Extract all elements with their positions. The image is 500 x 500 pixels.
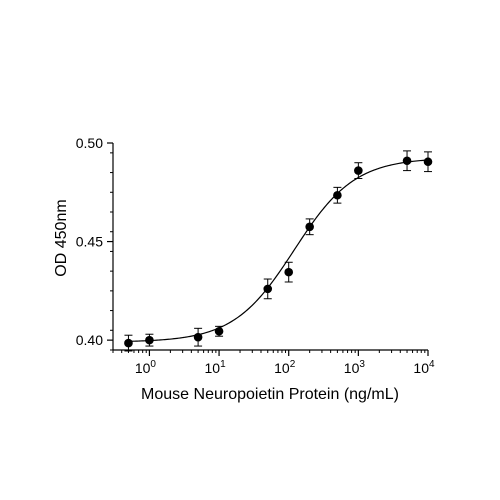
x-tick-label: 100 bbox=[135, 359, 157, 376]
data-point bbox=[423, 151, 433, 173]
data-point bbox=[333, 186, 342, 204]
fit-curve bbox=[128, 159, 429, 342]
point-marker bbox=[263, 284, 273, 294]
y-axis-label: OD 450nm bbox=[53, 199, 70, 276]
y-tick-label: 0.45 bbox=[76, 234, 103, 250]
x-tick-label: 102 bbox=[274, 359, 296, 376]
point-marker bbox=[284, 267, 294, 277]
x-tick-label: 104 bbox=[413, 359, 435, 376]
x-axis-ticks: 100 101 102 103 104 bbox=[112, 350, 435, 376]
data-point bbox=[214, 325, 224, 337]
y-tick-label: 0.40 bbox=[76, 332, 103, 348]
point-marker bbox=[214, 326, 224, 336]
x-tick-label: 103 bbox=[344, 359, 366, 376]
point-marker bbox=[402, 156, 412, 166]
point-marker bbox=[193, 332, 203, 342]
axes bbox=[112, 143, 428, 351]
point-marker bbox=[423, 157, 433, 167]
data-point bbox=[305, 218, 314, 236]
point-marker bbox=[124, 338, 133, 348]
point-marker bbox=[145, 335, 154, 345]
data-point bbox=[193, 327, 203, 347]
data-points bbox=[124, 150, 433, 352]
data-point bbox=[145, 333, 154, 347]
data-point bbox=[263, 278, 273, 300]
point-marker bbox=[305, 222, 314, 232]
data-point bbox=[284, 261, 294, 283]
data-point bbox=[354, 162, 363, 179]
data-point bbox=[124, 334, 133, 352]
x-axis-label: Mouse Neuropoietin Protein (ng/mL) bbox=[141, 386, 399, 403]
point-marker bbox=[333, 190, 342, 200]
y-tick-label: 0.50 bbox=[76, 135, 103, 151]
data-point bbox=[402, 150, 412, 172]
point-marker bbox=[354, 166, 363, 175]
y-axis-ticks: 0.40 0.45 0.50 bbox=[76, 135, 113, 351]
x-tick-label: 101 bbox=[204, 359, 226, 376]
